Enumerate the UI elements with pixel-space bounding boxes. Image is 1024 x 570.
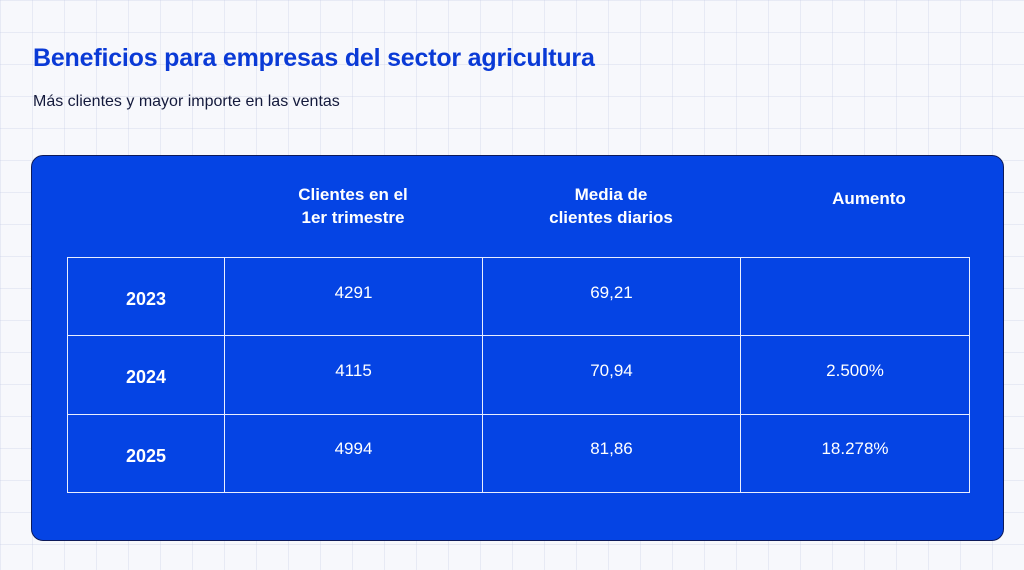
media-cell: 70,94 (482, 335, 741, 415)
clientes-cell: 4994 (224, 413, 483, 494)
aumento-cell: 18.278% (740, 413, 970, 494)
data-table-card: Clientes en el 1er trimestre Media de cl… (31, 155, 1004, 541)
column-header-line: Clientes en el (298, 185, 408, 204)
page-subtitle: Más clientes y mayor importe en las vent… (33, 93, 340, 110)
aumento-cell (740, 256, 970, 337)
clientes-cell: 4291 (224, 256, 483, 337)
data-table: 2023 4291 69,21 2024 4115 70,94 2.500% 2… (67, 256, 970, 494)
table-row: 2025 4994 81,86 18.278% (67, 413, 970, 494)
page-title: Beneficios para empresas del sector agri… (33, 44, 595, 72)
column-header-line: 1er trimestre (301, 208, 405, 227)
column-header-aumento: Aumento (740, 156, 998, 256)
column-header-line: clientes diarios (549, 208, 673, 227)
clientes-cell: 4115 (224, 335, 483, 415)
column-header-line: Media de (574, 185, 648, 204)
table-row: 2023 4291 69,21 (67, 256, 970, 337)
column-header-clientes: Clientes en el 1er trimestre (224, 156, 482, 256)
column-header-media: Media de clientes diarios (482, 156, 740, 256)
row-year-cell: 2024 (67, 335, 225, 415)
row-year-cell: 2023 (67, 256, 225, 337)
media-cell: 69,21 (482, 256, 741, 337)
aumento-cell: 2.500% (740, 335, 970, 415)
table-row: 2024 4115 70,94 2.500% (67, 335, 970, 415)
row-year-cell: 2025 (67, 413, 225, 494)
column-header-line: Aumento (832, 188, 906, 208)
media-cell: 81,86 (482, 413, 741, 494)
